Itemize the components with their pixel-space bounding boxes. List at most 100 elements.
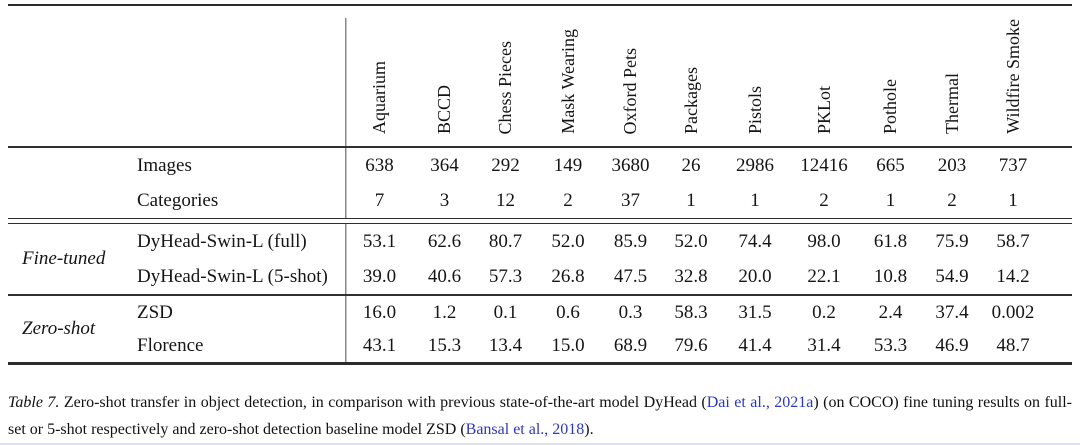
column-header-chess-pieces: Chess Pieces (475, 5, 536, 146)
value-cell: 2986 (736, 154, 774, 176)
row-label: Images (137, 154, 192, 176)
citation-dai-2021a[interactable]: Dai et al., 2021a (706, 394, 814, 411)
value-cell: 52.0 (551, 230, 585, 252)
citation-bansal-2018[interactable]: Bansal et al., 2018 (465, 421, 585, 438)
value-cell: 74.4 (738, 230, 772, 252)
value-cell: 203 (937, 154, 967, 176)
value-cell: 1 (1008, 189, 1018, 211)
value-cell: 26 (681, 154, 701, 176)
column-header-pklot: PKLot (789, 5, 859, 146)
horizontal-rule-single (8, 146, 1072, 148)
column-header-label: Aquarium (369, 61, 390, 134)
value-cell: 2 (947, 189, 957, 211)
row-label: DyHead-Swin-L (full) (137, 230, 307, 252)
value-cell: 2 (563, 189, 573, 211)
value-cell: 62.6 (427, 230, 462, 252)
value-cell: 40.6 (427, 265, 462, 287)
row-label: Categories (137, 189, 219, 211)
table-row: DyHead-Swin-L (5-shot) 39.0 40.6 57.3 26.8 47… (8, 259, 1072, 294)
column-header-label: Pothole (880, 78, 901, 134)
value-cell: 46.9 (935, 334, 969, 356)
column-header-label: Packages (680, 67, 701, 134)
value-cell: 32.8 (674, 265, 708, 287)
column-header-label: Mask Wearing (557, 29, 578, 134)
value-cell: 39.0 (345, 259, 414, 294)
value-cell: 16.0 (345, 296, 414, 329)
group-label-fine-tuned: Fine-tuned (22, 248, 106, 269)
value-cell: 47.5 (613, 265, 648, 287)
value-cell: 0.3 (618, 301, 643, 323)
value-cell: 52.0 (674, 230, 708, 252)
row-label: Florence (137, 334, 204, 356)
value-cell: 3 (439, 189, 450, 211)
value-cell: 31.4 (807, 334, 841, 356)
horizontal-rule-thick (8, 362, 1072, 365)
rule-line (8, 294, 1072, 296)
value-cell: 292 (491, 154, 520, 176)
value-cell: 31.5 (738, 301, 772, 323)
value-cell: 13.4 (488, 334, 523, 356)
value-cell: 58.3 (674, 301, 708, 323)
column-header-label: BCCD (434, 84, 455, 134)
value-cell: 80.7 (488, 230, 523, 252)
caption-text: ). (584, 421, 594, 438)
column-header-label: Pistols (744, 85, 765, 134)
column-header-label: PKLot (813, 85, 834, 134)
value-cell: 1 (750, 189, 760, 211)
rule-line (8, 218, 1072, 224)
rule-cell (8, 362, 1072, 365)
value-cell: 79.6 (674, 334, 708, 356)
value-cell: 43.1 (345, 329, 414, 362)
column-header-bccd: BCCD (414, 5, 475, 146)
value-cell: 53.1 (345, 224, 414, 259)
value-cell: 48.7 (996, 334, 1030, 356)
column-header-mask-wearing: Mask Wearing (536, 5, 600, 146)
column-header-oxford-pets: Oxford Pets (600, 5, 661, 146)
column-header-wildfire-smoke: Wildfire Smoke (982, 5, 1072, 146)
caption-text: Zero-shot transfer in object detection, … (59, 394, 707, 411)
row-label: DyHead-Swin-L (5-shot) (137, 265, 328, 287)
column-header-packages: Packages (661, 5, 721, 146)
value-cell: 665 (876, 154, 905, 176)
value-cell: 15.0 (551, 334, 585, 356)
value-cell: 22.1 (807, 265, 841, 287)
column-header-label: Chess Pieces (495, 40, 516, 135)
value-cell: 10.8 (873, 265, 908, 287)
group-label-zero-shot: Zero-shot (22, 318, 96, 339)
value-cell: 1.2 (432, 301, 457, 323)
row-label: ZSD (137, 301, 173, 323)
table-caption: Table 7. Zero-shot transfer in object de… (8, 389, 1072, 443)
value-cell: 41.4 (738, 334, 772, 356)
value-cell: 1 (885, 189, 896, 211)
group-cell-empty (8, 148, 133, 183)
table-row: Fine-tuned DyHead-Swin-L (full) 53.1 62.6 80… (8, 224, 1072, 270)
value-cell: 638 (345, 148, 414, 183)
page-bottom-divider (0, 443, 1080, 445)
value-cell: 53.3 (873, 334, 908, 356)
value-cell: 2 (819, 189, 829, 211)
value-cell: 12416 (800, 154, 848, 176)
group-cell-empty (8, 183, 133, 218)
value-cell: 58.7 (996, 230, 1030, 252)
value-cell: 2.4 (878, 301, 903, 323)
caption-text: ) (on COCO) fine tuning results on full-… (8, 394, 1072, 438)
rule-line (8, 362, 1072, 365)
table-row: Images 638 364 292 149 3680 26 2986 12416 665 203 7… (8, 148, 1072, 183)
header-stub (8, 5, 345, 146)
value-cell: 98.0 (807, 230, 841, 252)
rule-cell (8, 218, 1072, 224)
value-cell: 75.9 (935, 230, 969, 252)
value-cell: 737 (998, 154, 1028, 176)
value-cell: 0.2 (812, 301, 836, 323)
value-cell: 85.9 (613, 230, 648, 252)
value-cell: 1 (686, 189, 696, 211)
value-cell: 54.9 (935, 265, 969, 287)
rule-line (8, 146, 1072, 148)
column-header-label: Wildfire Smoke (1002, 19, 1023, 134)
column-header-row: Aquarium BCCD Chess Pieces Mask Wearing Oxfo… (8, 5, 1072, 146)
column-header-label: Oxford Pets (620, 47, 641, 135)
caption-label: Table 7. (8, 394, 60, 411)
value-cell: 0.002 (991, 301, 1035, 323)
value-cell: 37.4 (935, 301, 969, 323)
